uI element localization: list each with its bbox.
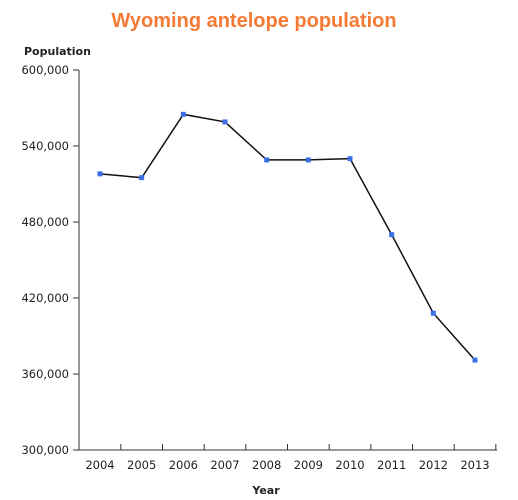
data-point [139, 175, 145, 181]
y-axis: 300,000 360,000 420,000 480,000 540,000 600,0… [21, 63, 79, 457]
x-tick-label: 2011 [377, 458, 406, 472]
series-line [99, 113, 476, 361]
data-point [347, 156, 353, 162]
data-point [222, 119, 228, 125]
y-tick-label: 480,000 [21, 215, 69, 229]
y-tick-label: 360,000 [21, 367, 69, 381]
x-tick-label: 2005 [127, 458, 156, 472]
x-axis-label: Year [251, 484, 280, 497]
data-point [264, 157, 270, 163]
data-point [180, 111, 186, 117]
x-tick-label: 2006 [169, 458, 198, 472]
data-point [97, 171, 103, 177]
data-point [472, 357, 478, 363]
x-tick-label: 2013 [460, 458, 489, 472]
data-point [389, 232, 395, 238]
x-tick-label: 2007 [210, 458, 239, 472]
y-axis-label: Population [24, 45, 91, 58]
x-tick-label: 2004 [85, 458, 114, 472]
x-axis: 2004 2005 2006 2007 2008 2009 2010 2011 2012 2013 [85, 444, 497, 472]
x-tick-label: 2009 [294, 458, 323, 472]
y-tick-label: 420,000 [21, 291, 69, 305]
chart-title: Wyoming antelope population [111, 10, 396, 32]
x-tick-label: 2008 [252, 458, 281, 472]
x-tick-label: 2010 [335, 458, 364, 472]
y-tick-label: 300,000 [21, 443, 69, 457]
data-point [305, 157, 311, 163]
x-tick-label: 2012 [419, 458, 448, 472]
y-tick-label: 540,000 [21, 139, 69, 153]
y-tick-label: 600,000 [21, 63, 69, 77]
data-point [430, 310, 436, 316]
data-points [97, 111, 478, 363]
